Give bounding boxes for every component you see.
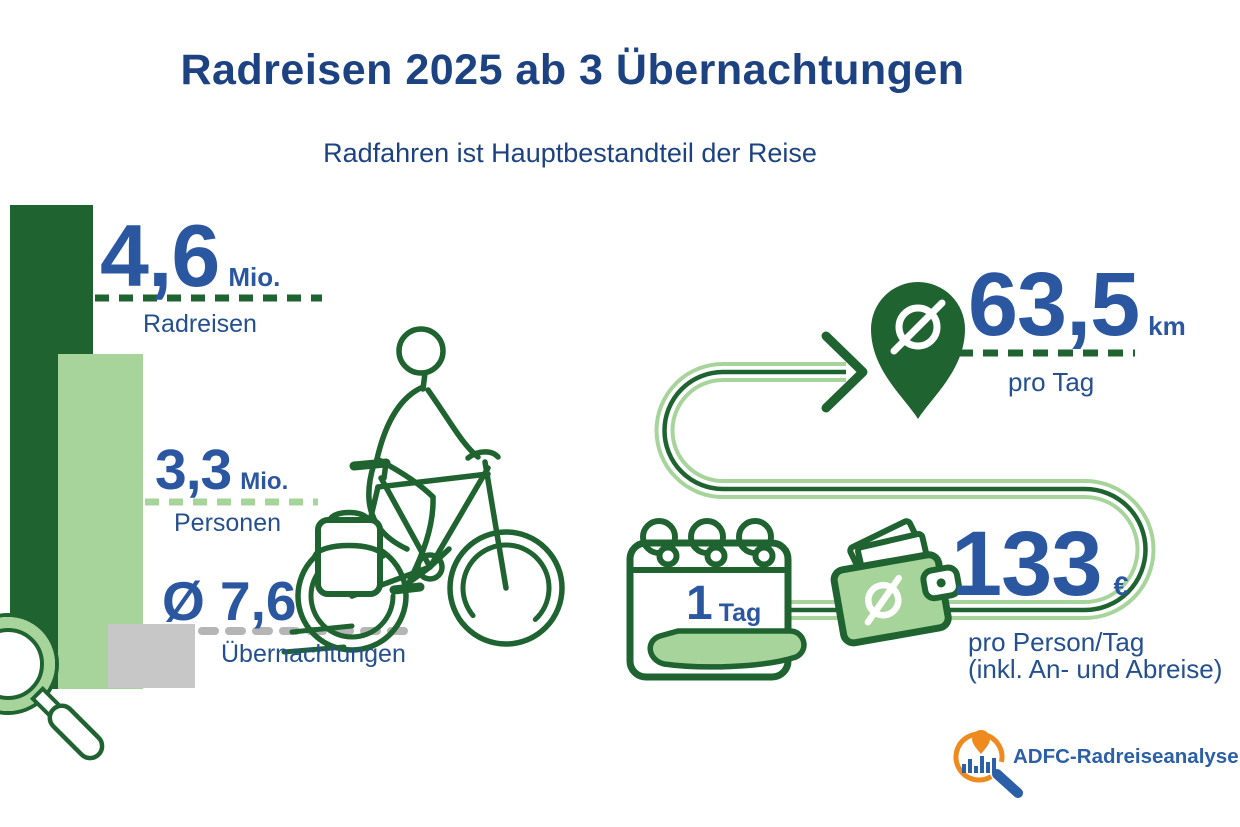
page-title: Radreisen 2025 ab 3 Übernachtungen [180,46,965,94]
calendar-icon [626,518,807,681]
stat-distance: 63,5 km [968,260,1186,350]
location-pin-icon [871,282,965,419]
stat-cost-sublabel: (inkl. An- und Abreise) [968,654,1223,684]
pannier-bag [315,517,383,597]
front-wheel [447,529,565,647]
stat-duration-value: 1 [686,577,713,630]
adfc-logo-icon [953,730,1023,798]
stat-radreisen-value: 4,6 [100,206,220,305]
stat-duration: 1 Tag [686,580,761,628]
stat-radreisen: 4,6 Mio. [100,212,280,300]
route-arrow-icon [654,331,1156,620]
stat-uebernachtungen-value: Ø 7,6 [162,570,297,632]
bar-uebernachtungen [108,624,195,688]
wallet-icon [830,518,962,647]
page-curl [647,628,807,670]
logo-pin-icon [972,730,990,754]
stat-radreisen-label: Radreisen [143,310,257,338]
logo-text: ADFC-Radreiseanalyse [1013,745,1239,768]
stat-personen-unit: Mio. [240,468,289,495]
stat-personen: 3,3 Mio. [155,442,288,499]
magnifier-icon [0,613,105,761]
stat-personen-value: 3,3 [155,438,232,502]
stat-cost-label: pro Person/Tag [968,627,1145,657]
page-subtitle: Radfahren ist Hauptbestandteil der Reise [323,138,817,168]
stat-duration-unit: Tag [718,599,762,627]
logo-bars [962,756,996,773]
stat-personen-label: Personen [174,509,282,537]
stat-distance-value: 63,5 [968,255,1140,355]
stat-radreisen-unit: Mio. [228,262,281,292]
logo-handle [992,769,1023,798]
rider-head [396,326,446,376]
stat-distance-unit: km [1148,311,1186,341]
stat-uebernachtungen-label: Übernachtungen [221,640,406,668]
stat-cost: 133 € [951,518,1129,610]
average-symbol-icon [895,304,941,350]
average-symbol-icon [865,581,902,619]
stat-cost-unit: € [1113,571,1129,601]
bar-group [10,205,195,689]
handlebar [465,449,501,461]
stat-uebernachtungen: Ø 7,6 [162,574,297,629]
arrow-head-icon [821,331,868,413]
bicycle-rider-icon [281,326,565,655]
stat-distance-label: pro Tag [1008,367,1095,397]
stat-cost-value: 133 [951,513,1102,615]
